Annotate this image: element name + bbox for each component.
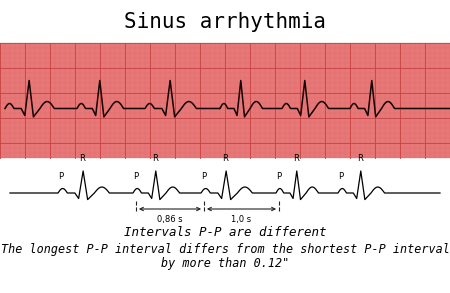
Text: P: P xyxy=(338,172,343,181)
Text: R: R xyxy=(357,154,363,163)
Text: P: P xyxy=(58,172,63,181)
Text: P: P xyxy=(276,172,282,181)
Text: P: P xyxy=(202,172,207,181)
Text: R: R xyxy=(293,154,299,163)
Text: 0,86 s: 0,86 s xyxy=(157,215,183,224)
Text: R: R xyxy=(222,154,228,163)
Text: R: R xyxy=(152,154,158,163)
Text: The longest P-P interval differs from the shortest P-P interval: The longest P-P interval differs from th… xyxy=(0,243,450,255)
Text: Sinus arrhythmia: Sinus arrhythmia xyxy=(124,12,326,32)
Text: P: P xyxy=(134,172,139,181)
Text: R: R xyxy=(79,154,85,163)
Text: Intervals P-P are different: Intervals P-P are different xyxy=(124,226,326,239)
Text: 1,0 s: 1,0 s xyxy=(231,215,252,224)
Text: by more than 0.12": by more than 0.12" xyxy=(161,258,289,270)
Bar xyxy=(0,43,450,158)
